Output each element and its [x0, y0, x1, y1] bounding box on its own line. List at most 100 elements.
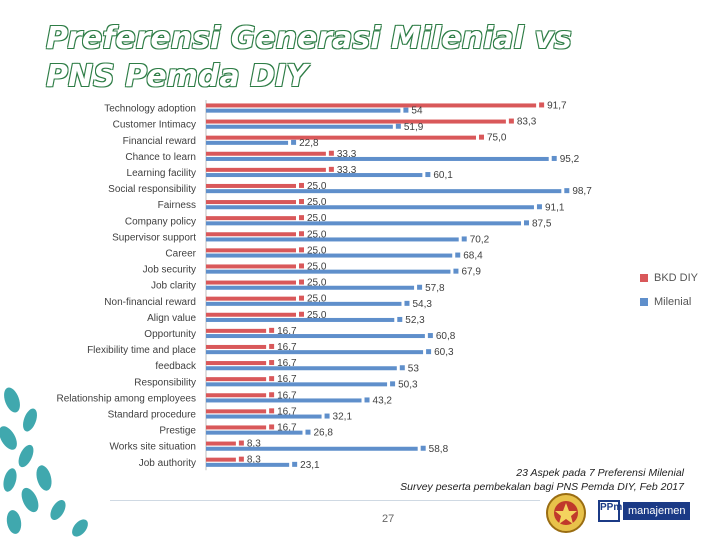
- legend-label-milenial: Milenial: [654, 296, 692, 308]
- data-label-marker: [524, 220, 529, 226]
- data-label-marker: [292, 461, 298, 467]
- category-label: Financial reward: [123, 136, 196, 147]
- data-label-marker: [453, 268, 459, 274]
- caption-line-1: 23 Aspek pada 7 Preferensi Milenial: [516, 467, 684, 479]
- data-label-marker: [404, 300, 410, 306]
- category-label: Social responsibility: [108, 184, 196, 195]
- slide-title-line-1: Preferensi Generasi Milenial vs: [46, 21, 572, 56]
- bar-milenial: [206, 173, 423, 178]
- data-label-marker: [238, 440, 244, 446]
- legend-label-bkd: BKD DIY: [654, 272, 699, 284]
- data-label-marker: [427, 333, 433, 339]
- data-label: 51,9: [404, 122, 424, 133]
- data-label: 25,0: [307, 294, 327, 305]
- data-label-marker: [536, 204, 542, 210]
- data-label: 50,3: [398, 379, 418, 390]
- data-label: 67,9: [461, 267, 481, 278]
- bar-bkd: [206, 103, 537, 108]
- data-label: 53: [408, 363, 420, 374]
- data-label-marker: [420, 445, 426, 451]
- bar-bkd: [206, 296, 296, 301]
- data-label-marker: [508, 118, 514, 124]
- data-label-marker: [417, 284, 423, 290]
- bar-milenial: [206, 366, 397, 371]
- data-label: 33,3: [337, 165, 357, 176]
- leaf-decoration: [0, 387, 88, 537]
- bar-milenial: [206, 156, 549, 161]
- data-label-marker: [305, 429, 311, 435]
- government-seal-logo: [546, 493, 586, 533]
- data-label-marker: [299, 215, 304, 221]
- data-label-marker: [299, 311, 304, 317]
- data-label-marker: [539, 102, 545, 108]
- data-label: 16,7: [277, 342, 297, 353]
- bar-milenial: [206, 253, 453, 258]
- category-label: Fairness: [158, 200, 196, 211]
- data-label: 87,5: [532, 218, 552, 229]
- data-label: 25,0: [307, 229, 327, 240]
- bar-bkd: [206, 216, 296, 221]
- bar-milenial: [206, 269, 451, 274]
- bar-bkd: [206, 167, 326, 172]
- category-label: Responsibility: [134, 377, 196, 388]
- data-label-marker: [426, 349, 432, 355]
- data-label: 25,0: [307, 261, 327, 272]
- data-label: 16,7: [277, 406, 297, 417]
- legend-item-bkd: BKD DIY: [640, 266, 698, 290]
- category-label: Chance to learn: [125, 152, 196, 163]
- data-label: 58,8: [429, 444, 449, 455]
- data-label: 25,0: [307, 181, 327, 192]
- bar-milenial: [206, 221, 521, 226]
- data-label-marker: [269, 376, 275, 382]
- category-label: Prestige: [159, 426, 196, 437]
- bar-milenial: [206, 140, 289, 145]
- data-label-marker: [291, 139, 297, 145]
- category-label: Relationship among employees: [56, 393, 196, 404]
- data-label: 16,7: [277, 358, 297, 369]
- data-label: 91,1: [545, 202, 565, 213]
- ppm-manajemen-logo: PPm manajemen: [598, 500, 691, 522]
- data-label: 57,8: [425, 283, 445, 294]
- data-label: 52,3: [405, 315, 425, 326]
- bar-milenial: [206, 414, 322, 419]
- data-label: 60,3: [434, 347, 454, 358]
- data-label: 83,3: [517, 117, 537, 128]
- bar-milenial: [206, 350, 424, 355]
- data-label: 25,0: [307, 213, 327, 224]
- bar-bkd: [206, 280, 296, 285]
- data-label-marker: [238, 456, 244, 462]
- category-label: Supervisor support: [112, 232, 196, 243]
- bar-bkd: [206, 393, 267, 398]
- data-label-marker: [269, 392, 275, 398]
- data-label: 54: [411, 106, 423, 117]
- bar-milenial: [206, 446, 418, 451]
- bar-bkd: [206, 183, 296, 188]
- category-label: Standard procedure: [108, 409, 197, 420]
- category-label: Opportunity: [144, 329, 196, 340]
- data-label-marker: [479, 134, 484, 140]
- data-label-marker: [269, 424, 275, 430]
- chart-caption: 23 Aspek pada 7 Preferensi Milenial Surv…: [400, 466, 684, 494]
- data-label-marker: [269, 360, 275, 366]
- chart-legend: BKD DIY Milenial: [640, 266, 698, 314]
- category-label: Job authority: [139, 458, 196, 469]
- data-label-marker: [269, 343, 275, 349]
- category-label: Career: [165, 248, 196, 259]
- data-label: 22,8: [299, 138, 319, 149]
- category-label: Job clarity: [151, 281, 196, 292]
- data-label: 60,1: [433, 170, 453, 181]
- data-label: 8,3: [247, 455, 261, 466]
- data-label: 16,7: [277, 390, 297, 401]
- slide-title: Preferensi Generasi Milenial vs PNS Pemd…: [46, 20, 606, 96]
- legend-swatch-bkd: [640, 274, 648, 282]
- data-label: 16,7: [277, 422, 297, 433]
- ppm-mark: PPm: [598, 500, 622, 522]
- data-label-marker: [551, 155, 557, 161]
- bar-bkd: [206, 361, 267, 366]
- bar-bkd: [206, 441, 236, 446]
- data-label: 25,0: [307, 245, 327, 256]
- bar-milenial: [206, 462, 290, 467]
- bar-bkd: [206, 248, 296, 253]
- bar-bkd: [206, 344, 267, 349]
- category-label: Non-financial reward: [104, 297, 196, 308]
